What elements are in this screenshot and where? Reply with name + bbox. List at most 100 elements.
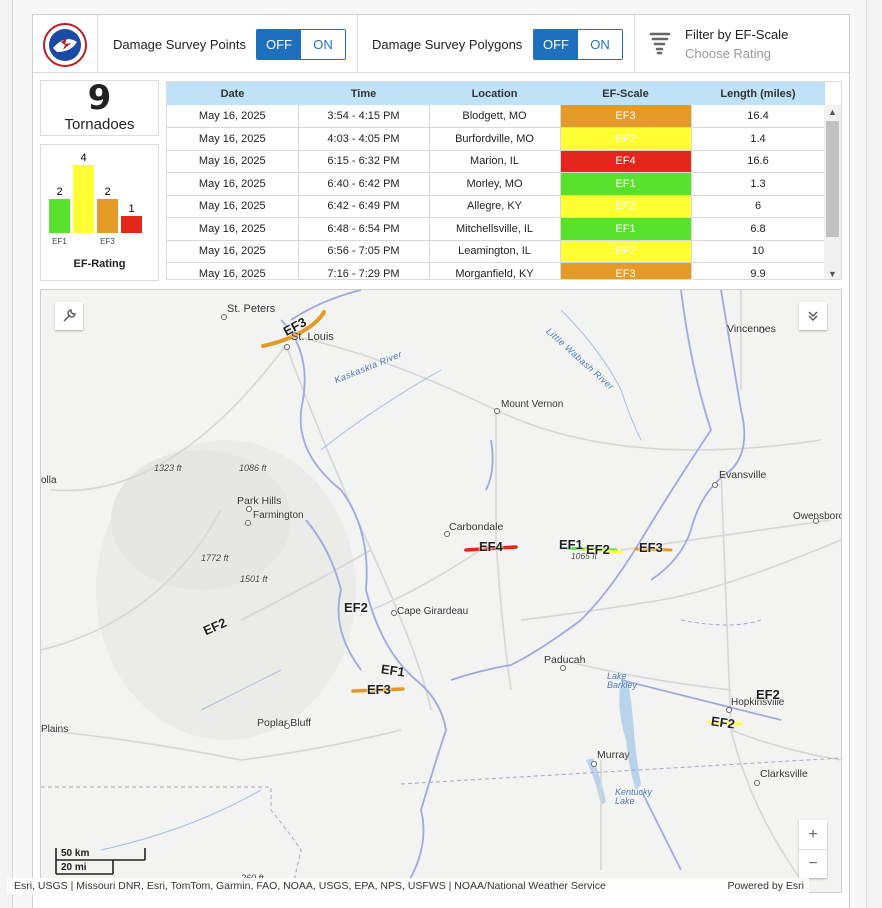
elevation-label: 1065 ft <box>571 551 597 561</box>
points-label: Damage Survey Points <box>113 37 246 52</box>
scroll-thumb[interactable] <box>826 121 839 237</box>
track-label[interactable]: EF3 <box>639 540 663 555</box>
cell-length: 1.3 <box>691 172 826 196</box>
ef-rating-chart: 2 EF1 4 2 EF3 1 <box>49 152 142 246</box>
city-label-paducah: Paducah <box>544 654 586 666</box>
map-expand-button[interactable] <box>799 302 827 330</box>
table-row[interactable]: May 16, 2025 6:15 - 6:32 PM Marion, IL EF4 1… <box>167 150 826 173</box>
cell-ef: EF2 <box>560 195 692 218</box>
table-row[interactable]: May 16, 2025 7:16 - 7:29 PM Morganfield, K… <box>167 262 826 279</box>
map-attribution: Esri, USGS | Missouri DNR, Esri, TomTom,… <box>7 878 809 894</box>
table-row[interactable]: May 16, 2025 6:40 - 6:42 PM Morley, MO EF1 1… <box>167 172 826 196</box>
cell-date: May 16, 2025 <box>167 105 299 128</box>
scroll-up-icon[interactable]: ▲ <box>828 107 837 117</box>
table-row[interactable]: May 16, 2025 3:54 - 4:15 PM Blodgett, MO EF… <box>167 105 826 128</box>
polygons-on-button[interactable]: ON <box>578 30 622 59</box>
polygons-off-button[interactable]: OFF <box>534 30 578 59</box>
polygons-toggle[interactable]: OFF ON <box>533 29 623 60</box>
zoom-out-button[interactable]: − <box>799 849 827 878</box>
dashboard-card: Damage Survey Points OFF ON Damage Surve… <box>32 14 850 908</box>
column-header[interactable]: Location <box>429 82 560 105</box>
table-scrollbar[interactable]: ▲ ▼ <box>824 105 841 279</box>
tornado-count: 9 <box>87 78 112 118</box>
table-row[interactable]: May 16, 2025 6:56 - 7:05 PM Leamington, IL… <box>167 240 826 263</box>
filter-title: Filter by EF-Scale <box>685 27 789 42</box>
cell-date: May 16, 2025 <box>167 195 299 218</box>
elevation-label: 1086 ft <box>239 463 267 473</box>
cell-length: 6 <box>691 195 826 218</box>
city-label-olla: olla <box>41 475 57 486</box>
column-header[interactable]: Length (miles) <box>691 82 825 105</box>
points-on-button[interactable]: ON <box>301 30 345 59</box>
ef-bar-value: 2 <box>56 186 62 198</box>
track-label[interactable]: EF2 <box>710 713 736 732</box>
table-row[interactable]: May 16, 2025 6:48 - 6:54 PM Mitchellsville… <box>167 217 826 241</box>
ef-bar-value: 4 <box>80 152 86 164</box>
column-header[interactable]: Date <box>167 82 298 105</box>
cell-date: May 16, 2025 <box>167 262 299 279</box>
tornado-map[interactable]: St. Peters St. Louis Vincennes Mount Vernon… <box>40 289 842 893</box>
cell-location: Mitchellsville, IL <box>429 217 561 241</box>
points-toggle[interactable]: OFF ON <box>256 29 346 60</box>
ef-bar-ef2[interactable] <box>73 165 94 233</box>
filter-select[interactable]: Choose Rating <box>685 46 771 61</box>
city-label-carbondale: Carbondale <box>449 521 504 533</box>
cell-date: May 16, 2025 <box>167 172 299 196</box>
powered-by-esri[interactable]: Powered by Esri <box>727 880 804 892</box>
ef-rating-panel: 2 EF1 4 2 EF3 1 EF-Rating <box>40 144 159 281</box>
tornado-count-label: Tornadoes <box>64 116 135 133</box>
cell-length: 1.4 <box>691 127 826 151</box>
wrench-icon <box>63 309 76 322</box>
column-header[interactable]: EF-Scale <box>560 82 691 105</box>
table-row[interactable]: May 16, 2025 4:03 - 4:05 PM Burfordville, … <box>167 127 826 151</box>
column-header[interactable]: Time <box>298 82 429 105</box>
track-label[interactable]: EF4 <box>479 539 503 554</box>
city-label-owensboro: Owensboro <box>793 511 842 522</box>
scroll-down-icon[interactable]: ▼ <box>828 269 837 279</box>
ef-tick-label: EF3 <box>100 237 115 246</box>
filter-section[interactable]: Filter by EF-Scale Choose Rating <box>635 15 849 73</box>
logo-section <box>33 15 98 73</box>
tornado-icon <box>649 32 671 55</box>
map-tools-button[interactable] <box>55 302 83 330</box>
cell-time: 6:40 - 6:42 PM <box>298 172 430 196</box>
city-label-st-peters: St. Peters <box>227 303 276 315</box>
cell-length: 9.9 <box>691 262 826 279</box>
city-label-mount-vernon: Mount Vernon <box>501 399 564 410</box>
map-basemap <box>41 290 841 892</box>
track-label[interactable]: EF2 <box>756 687 780 702</box>
track-label[interactable]: EF3 <box>367 682 391 697</box>
track-label[interactable]: EF2 <box>586 542 610 557</box>
city-label-evansville: Evansville <box>719 469 767 481</box>
ef-bar-value: 2 <box>104 186 110 198</box>
track-label[interactable]: EF1 <box>380 661 406 680</box>
cell-date: May 16, 2025 <box>167 217 299 241</box>
city-label-vincennes: Vincennes <box>727 323 776 335</box>
cell-time: 6:56 - 7:05 PM <box>298 240 430 263</box>
cell-ef: EF3 <box>560 105 692 128</box>
ef-bar-ef3[interactable] <box>97 199 118 233</box>
points-off-button[interactable]: OFF <box>257 30 301 59</box>
tornado-table: Date Time Location EF-Scale Length (miles) M… <box>166 81 842 280</box>
cell-ef: EF2 <box>560 240 692 263</box>
attribution-text: Esri, USGS | Missouri DNR, Esri, TomTom,… <box>14 880 606 892</box>
cell-length: 10 <box>691 240 826 263</box>
ef-bar-ef4[interactable] <box>121 216 142 233</box>
cell-time: 6:48 - 6:54 PM <box>298 217 430 241</box>
zoom-in-button[interactable]: + <box>808 825 818 843</box>
ef-bar-ef1[interactable] <box>49 199 70 233</box>
cell-location: Morganfield, KY <box>429 262 561 279</box>
cell-time: 6:42 - 6:49 PM <box>298 195 430 218</box>
city-label-plains: Plains <box>41 724 69 735</box>
ef-bar-value: 1 <box>128 203 134 215</box>
elevation-label: 1501 ft <box>240 574 268 584</box>
city-label-poplar-bluff: Poplar Bluff <box>257 717 312 729</box>
nws-logo-icon <box>43 23 87 67</box>
cell-date: May 16, 2025 <box>167 240 299 263</box>
tornado-count-panel: 9 Tornadoes <box>40 80 159 136</box>
cell-location: Burfordville, MO <box>429 127 561 151</box>
table-row[interactable]: May 16, 2025 6:42 - 6:49 PM Allegre, KY EF2… <box>167 195 826 218</box>
track-label[interactable]: EF2 <box>344 600 368 615</box>
track-label[interactable]: EF1 <box>559 537 583 552</box>
cell-length: 16.4 <box>691 105 826 128</box>
